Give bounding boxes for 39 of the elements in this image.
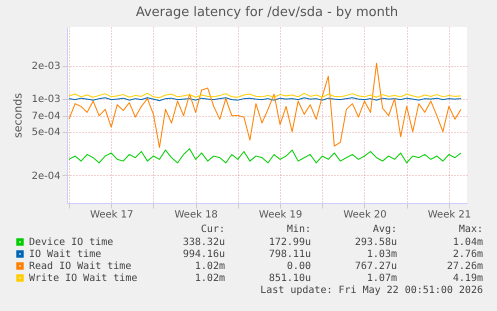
text: 172.99u — [268, 237, 311, 249]
text: 338.32u — [182, 237, 225, 249]
legend-label: Write IO Wait time — [29, 273, 138, 284]
text: 1.03m — [366, 249, 397, 261]
y-tick-label: 2e-03 — [32, 61, 60, 72]
x-tick-label: Week 21 — [428, 210, 472, 220]
y-axis-title: seconds — [12, 92, 25, 138]
text: Min: — [286, 224, 311, 236]
line-series — [68, 62, 462, 148]
x-tick-label: Week 20 — [343, 210, 387, 220]
text: 27.26m — [446, 261, 483, 273]
text: 1.02m — [194, 273, 225, 285]
text: 0.00 — [286, 261, 311, 273]
legend-label: Device IO time — [29, 237, 114, 248]
x-tick-label: Week 19 — [258, 210, 302, 220]
text: Avg: — [372, 224, 397, 236]
text: 767.27u — [354, 261, 397, 273]
legend-label: Read IO Wait time — [29, 261, 132, 272]
text: Max: — [458, 224, 483, 236]
text: Last update: Fri May 22 00:51:00 2026 — [260, 285, 483, 297]
text: 798.11u — [268, 249, 311, 261]
text: Cur: — [200, 224, 225, 236]
chart-title: Average latency for /dev/sda - by month — [136, 5, 398, 20]
line-series — [68, 148, 462, 164]
text: 1.02m — [194, 261, 225, 273]
x-tick-label: Week 18 — [174, 210, 218, 220]
legend-label: IO Wait time — [29, 249, 102, 260]
text: 851.10u — [268, 273, 311, 285]
y-tick-label: 5e-04 — [32, 127, 60, 138]
x-tick-label: Week 17 — [90, 210, 134, 220]
text: 1.04m — [452, 237, 483, 249]
y-tick-label: 1e-03 — [32, 94, 60, 106]
text: 293.58u — [354, 237, 397, 249]
text: 2.76m — [452, 249, 483, 261]
text: 1.07m — [366, 273, 397, 285]
text: 4.19m — [452, 273, 483, 285]
y-tick-label: 2e-04 — [32, 170, 60, 182]
text: 994.16u — [182, 249, 225, 261]
y-tick-label: 7e-04 — [32, 111, 60, 122]
